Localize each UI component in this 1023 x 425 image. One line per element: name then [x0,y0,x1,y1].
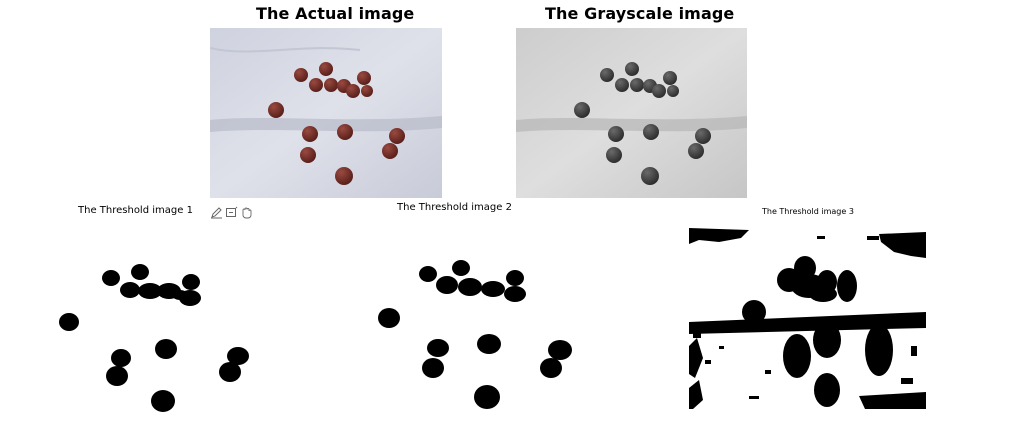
threshold-image-3-title: The Threshold image 3 [762,207,854,216]
threshold-image-1-title: The Threshold image 1 [78,205,193,216]
grayscale-image-title: The Grayscale image [545,4,735,23]
pan-hand-icon[interactable] [240,206,253,219]
zoom-box-icon[interactable] [225,206,238,219]
threshold-image-2 [375,258,580,418]
actual-image-title: The Actual image [256,4,415,23]
grayscale-image [516,28,747,198]
edit-icon[interactable] [210,206,223,219]
threshold-image-1 [55,258,255,418]
figure-toolbar [210,206,253,219]
threshold-image-3 [689,228,926,409]
actual-image [210,28,442,198]
threshold-image-2-title: The Threshold image 2 [397,202,512,213]
